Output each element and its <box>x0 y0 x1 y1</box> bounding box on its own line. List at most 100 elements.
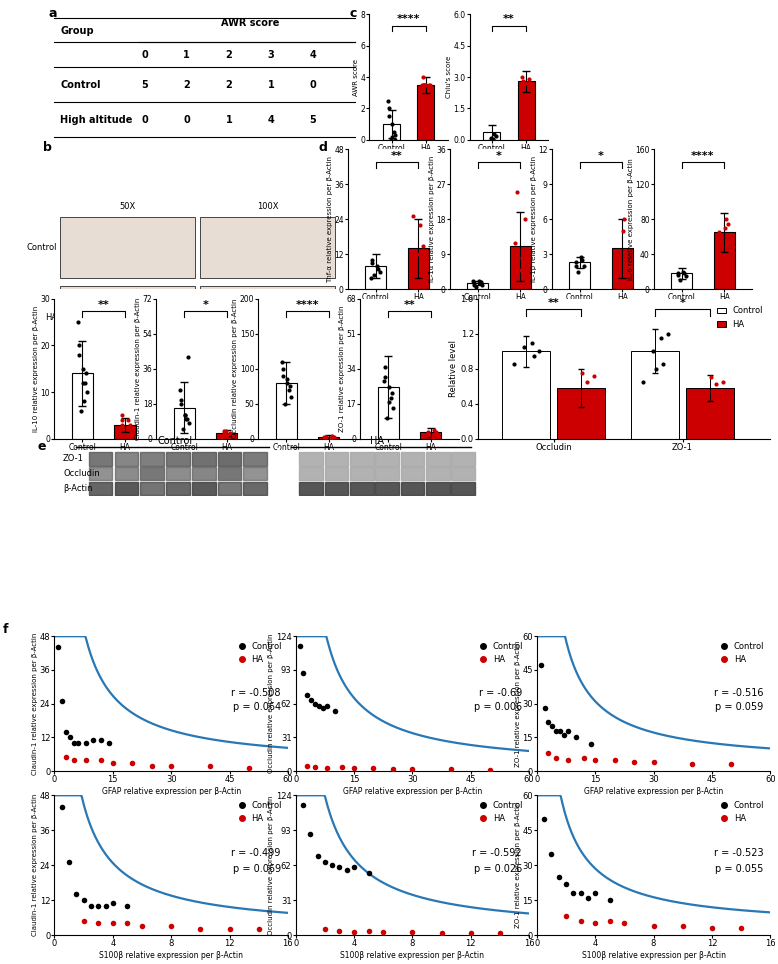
Point <box>377 373 390 388</box>
Bar <box>218 467 241 480</box>
Point <box>517 73 530 89</box>
Point <box>56 693 68 709</box>
Point <box>384 132 397 147</box>
Bar <box>244 482 267 495</box>
Point <box>710 377 723 392</box>
Text: r = -0.592: r = -0.592 <box>472 848 522 858</box>
Point <box>542 745 555 761</box>
Legend: Control, HA: Control, HA <box>237 640 284 666</box>
Point <box>121 916 134 931</box>
Point <box>486 131 499 147</box>
Point <box>721 216 734 231</box>
Y-axis label: AWR score: AWR score <box>353 59 359 95</box>
Point <box>422 425 434 441</box>
Text: 5: 5 <box>310 115 317 124</box>
Point <box>383 394 395 410</box>
Point <box>484 763 496 778</box>
Bar <box>324 467 349 480</box>
Y-axis label: Claudin-1 relative expression per β-Actin: Claudin-1 relative expression per β-Acti… <box>32 794 38 936</box>
Point <box>655 331 668 346</box>
Text: *: * <box>202 300 209 310</box>
FancyBboxPatch shape <box>60 286 194 348</box>
Point <box>620 247 633 262</box>
Y-axis label: ZO-1 relative expression per β-Actin: ZO-1 relative expression per β-Actin <box>339 306 345 432</box>
Point <box>387 400 399 415</box>
Point <box>406 762 419 777</box>
Point <box>608 752 621 767</box>
Point <box>464 925 477 941</box>
Point <box>348 924 360 939</box>
Point <box>559 909 572 924</box>
Point <box>386 117 398 132</box>
Point <box>676 918 689 933</box>
Point <box>520 75 533 91</box>
Point <box>445 762 457 777</box>
Point <box>68 736 80 751</box>
Text: *: * <box>680 298 685 308</box>
Point <box>124 416 136 432</box>
Bar <box>631 351 679 439</box>
Point <box>387 124 400 140</box>
Point <box>174 396 187 412</box>
Point <box>488 125 500 141</box>
Bar <box>166 482 190 495</box>
Text: r = -0.69: r = -0.69 <box>478 687 522 698</box>
Point <box>435 925 447 941</box>
Point <box>418 77 430 93</box>
Point <box>526 335 538 350</box>
Text: r = -0.499: r = -0.499 <box>232 848 281 858</box>
Point <box>107 896 119 911</box>
Bar <box>216 433 237 439</box>
Point <box>517 69 529 85</box>
Point <box>650 362 662 377</box>
Text: 0: 0 <box>142 115 148 124</box>
Point <box>722 233 734 249</box>
Bar <box>72 373 93 439</box>
Point <box>415 253 428 268</box>
Bar <box>300 467 323 480</box>
Point <box>333 923 345 938</box>
Point <box>474 276 486 291</box>
Text: r = -0.516: r = -0.516 <box>713 687 763 698</box>
Text: c: c <box>350 7 357 20</box>
Bar <box>350 452 373 466</box>
Point <box>305 693 317 709</box>
Point <box>542 714 555 730</box>
Point <box>217 425 230 441</box>
Point <box>573 383 586 398</box>
Bar <box>192 452 216 466</box>
Point <box>672 266 685 281</box>
Point <box>713 247 726 262</box>
Bar <box>114 452 138 466</box>
Point <box>370 258 383 274</box>
Point <box>583 398 595 414</box>
Point <box>297 665 310 681</box>
Point <box>552 870 565 885</box>
Point <box>702 383 714 398</box>
Point <box>79 752 92 767</box>
Point <box>319 922 331 937</box>
Point <box>621 247 633 262</box>
Point <box>72 347 85 362</box>
Point <box>563 403 576 418</box>
Point <box>589 752 601 767</box>
Text: p = 0.026: p = 0.026 <box>474 864 522 873</box>
Point <box>420 77 433 93</box>
Bar <box>401 452 424 466</box>
Point <box>275 354 288 369</box>
FancyBboxPatch shape <box>60 217 194 278</box>
Point <box>366 255 378 271</box>
Point <box>550 750 562 765</box>
Bar <box>517 81 534 140</box>
Point <box>328 704 341 719</box>
Point <box>180 412 192 427</box>
Point <box>77 362 89 377</box>
Bar <box>557 388 605 439</box>
Text: ****: **** <box>691 150 715 161</box>
Bar <box>671 274 692 289</box>
Point <box>348 761 360 776</box>
Point <box>328 429 340 444</box>
Bar <box>383 124 400 140</box>
Bar <box>218 482 241 495</box>
Point <box>406 924 419 939</box>
